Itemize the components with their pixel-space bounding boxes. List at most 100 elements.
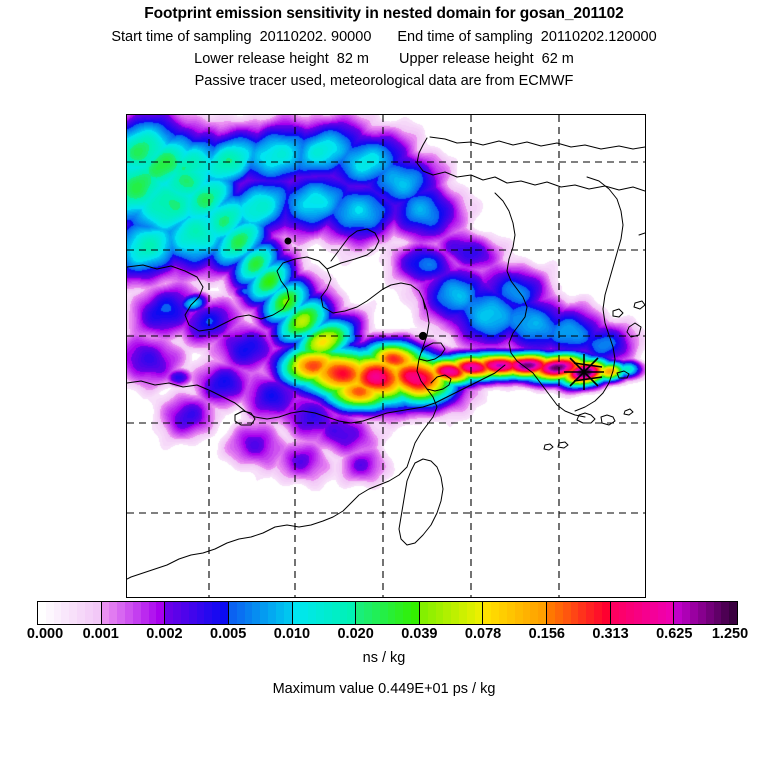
colorbar-substep <box>578 602 587 624</box>
lower-release-value: 82 m <box>336 51 369 67</box>
colorbar-substep <box>674 602 683 624</box>
colorbar-substep <box>260 602 269 624</box>
colorbar-substep <box>419 602 428 624</box>
colorbar-substep <box>45 602 54 624</box>
colorbar-substep <box>697 602 706 624</box>
colorbar-substep <box>364 602 372 624</box>
site-dot-icon <box>284 237 292 245</box>
figure-header: Footprint emission sensitivity in nested… <box>0 0 768 89</box>
colorbar-substep <box>665 602 674 624</box>
colorbar-tick-label: 0.005 <box>210 626 247 642</box>
colorbar-segment <box>101 602 166 624</box>
map-plot-area <box>126 114 646 598</box>
colorbar-segment <box>292 602 357 624</box>
colorbar-substep <box>356 602 365 624</box>
colorbar-substep <box>220 602 228 624</box>
colorbar-substep <box>483 602 492 624</box>
colorbar-tick-label: 0.002 <box>146 626 183 642</box>
colorbar-substep <box>530 602 539 624</box>
colorbar-substep <box>316 602 324 624</box>
colorbar-substep <box>514 602 523 624</box>
colorbar-substep <box>339 602 348 624</box>
colorbar-substep <box>283 602 292 624</box>
colorbar-substep <box>499 602 507 624</box>
colorbar-substep <box>268 602 276 624</box>
colorbar-substep <box>101 602 110 624</box>
colorbar-substep <box>156 602 165 624</box>
method-note: Passive tracer used, meteorological data… <box>194 73 574 89</box>
colorbar-tick-label: 0.039 <box>401 626 438 642</box>
colorbar-substep <box>84 602 93 624</box>
colorbar-substep <box>347 602 356 624</box>
colorbar-units-label: ns / kg <box>362 650 406 666</box>
colorbar-substep <box>180 602 189 624</box>
map-gridlines <box>127 115 645 597</box>
lower-release-label: Lower release height <box>194 51 329 67</box>
colorbar-substep <box>125 602 133 624</box>
map-markers <box>284 237 604 390</box>
colorbar-substep <box>570 602 579 624</box>
colorbar-segment <box>547 602 611 624</box>
colorbar-substep <box>682 602 691 624</box>
colorbar-tick-label: 0.010 <box>273 626 311 642</box>
colorbar-substep <box>188 602 197 624</box>
release-point-star-icon <box>564 354 604 390</box>
colorbar-substep <box>403 602 411 624</box>
colorbar-substep <box>77 602 85 624</box>
colorbar-tick-label: 0.000 <box>26 626 64 642</box>
colorbar-segment <box>483 602 548 624</box>
colorbar-substep <box>132 602 141 624</box>
colorbar-tick-label: 0.020 <box>337 626 374 642</box>
colorbar-substep <box>642 602 650 624</box>
colorbar-substep <box>562 602 571 624</box>
colorbar-tick-label: 0.001 <box>82 626 119 642</box>
colorbar-substep <box>236 602 245 624</box>
release-height-row: Lower release height 82 m Upper release he… <box>0 51 768 67</box>
colorbar-substep <box>92 602 101 624</box>
colorbar-substep <box>275 602 284 624</box>
end-time-label: End time of sampling <box>397 29 533 45</box>
colorbar-substep <box>721 602 730 624</box>
colorbar-substep <box>634 602 643 624</box>
colorbar-segment <box>674 602 738 624</box>
colorbar-substep <box>458 602 467 624</box>
colorbar-substep <box>443 602 452 624</box>
start-time-label: Start time of sampling <box>111 29 252 45</box>
maximum-value-label: Maximum value 0.449E+01 ps / kg <box>272 681 496 697</box>
colorbar-tick-labels: 0.000 0.001 0.002 0.005 0.010 0.020 0.039 0.078… <box>0 626 768 646</box>
colorbar-substep <box>308 602 317 624</box>
colorbar-substep <box>53 602 62 624</box>
colorbar <box>37 601 738 625</box>
colorbar-substep <box>594 602 602 624</box>
colorbar-substep <box>427 602 436 624</box>
colorbar-substep <box>506 602 515 624</box>
colorbar-tick-label: 0.625 <box>656 626 693 642</box>
colorbar-segment <box>228 602 293 624</box>
colorbar-substep <box>554 602 563 624</box>
colorbar-substep <box>547 602 555 624</box>
colorbar-substep <box>371 602 380 624</box>
colorbar-substep <box>713 602 722 624</box>
colorbar-substep <box>212 602 221 624</box>
colorbar-substep <box>148 602 157 624</box>
colorbar-substep <box>379 602 388 624</box>
colorbar-substep <box>69 602 78 624</box>
colorbar-substep <box>657 602 666 624</box>
coastline-overlay <box>127 136 645 580</box>
colorbar-substep <box>395 602 404 624</box>
colorbar-substep <box>140 602 149 624</box>
colorbar-substep <box>117 602 126 624</box>
colorbar-substep <box>228 602 237 624</box>
colorbar-substep <box>411 602 419 624</box>
colorbar-segment <box>356 602 420 624</box>
start-time-value: 20110202. 90000 <box>259 29 372 45</box>
sampling-time-row: Start time of sampling 20110202. 90000 End… <box>0 29 768 45</box>
map-inner <box>127 115 645 597</box>
colorbar-substep <box>109 602 118 624</box>
colorbar-substep <box>387 602 396 624</box>
colorbar-substep <box>649 602 658 624</box>
upper-release-label: Upper release height <box>399 51 534 67</box>
colorbar-substep <box>601 602 610 624</box>
colorbar-substep <box>705 602 714 624</box>
